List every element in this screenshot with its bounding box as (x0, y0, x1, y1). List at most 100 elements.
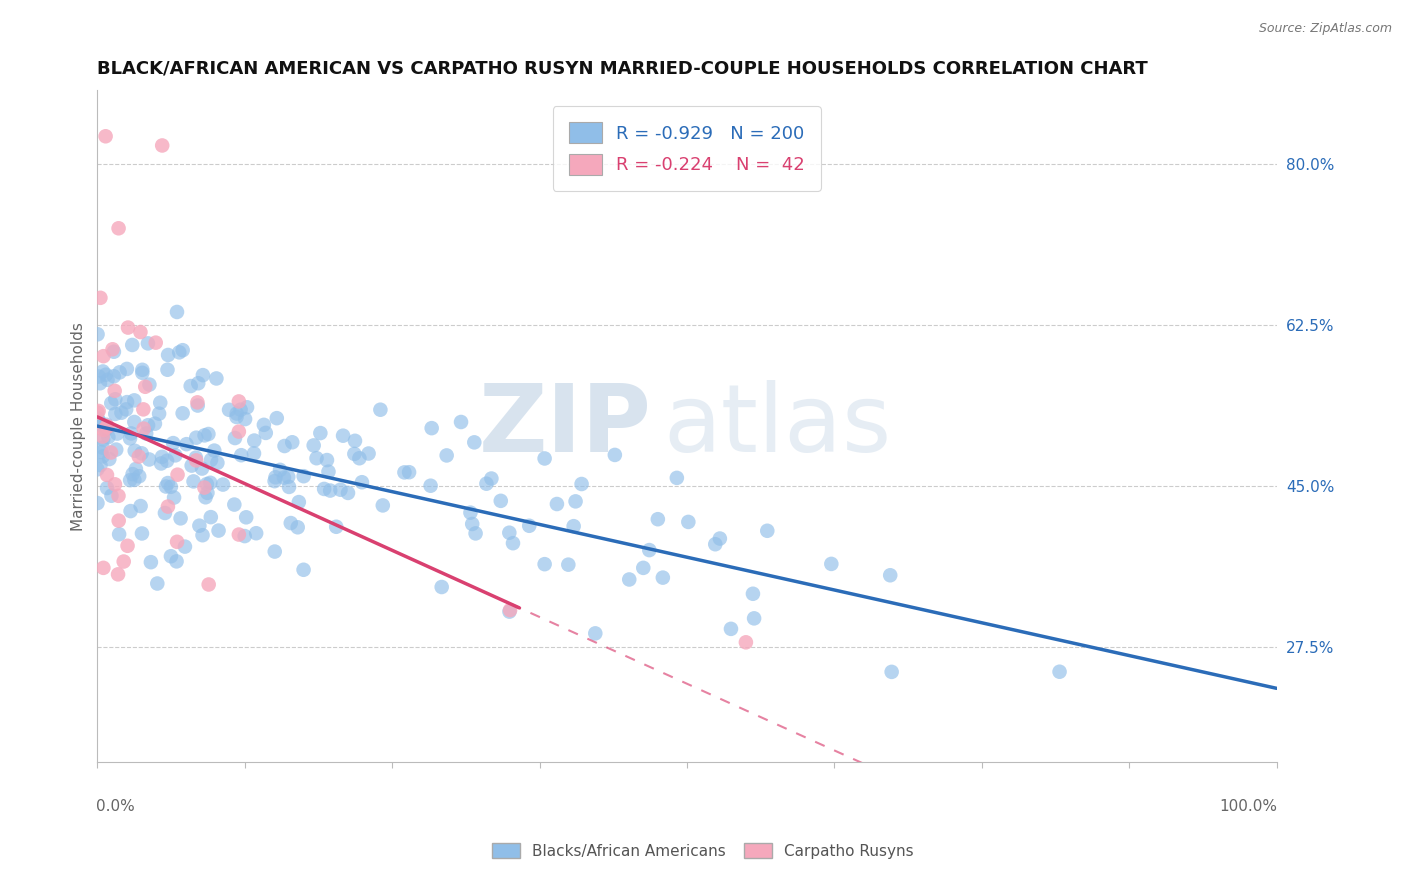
Point (463, 435, 485, 450)
Point (186, 395, 208, 409)
Point (94, 423, 117, 437)
Point (218, 402, 240, 417)
Point (125, 462, 148, 476)
Point (228, 394, 250, 409)
Point (419, 479, 441, 493)
Point (124, 473, 146, 487)
Point (157, 348, 180, 362)
Point (101, 343, 124, 357)
Point (188, 518, 211, 533)
Point (118, 431, 141, 445)
Point (183, 475, 205, 489)
Point (155, 479, 177, 493)
Point (97, 420, 120, 434)
Point (145, 335, 167, 350)
Point (87, 411, 110, 425)
Point (489, 493, 512, 508)
Point (263, 544, 285, 558)
Point (337, 486, 360, 500)
Point (195, 477, 218, 491)
Point (138, 377, 160, 392)
Text: 100.0%: 100.0% (1220, 798, 1278, 814)
Point (186, 453, 208, 467)
Point (562, 519, 585, 533)
Point (678, 515, 700, 529)
Point (370, 402, 392, 417)
Point (166, 554, 188, 568)
Point (651, 571, 673, 585)
Point (129, 325, 152, 339)
Point (557, 558, 579, 572)
Point (357, 446, 380, 460)
Point (292, 469, 315, 483)
Point (124, 443, 146, 458)
Point (197, 427, 219, 442)
Point (96, 419, 118, 434)
Point (115, 395, 138, 409)
Point (212, 477, 235, 491)
Point (107, 567, 129, 582)
Point (110, 406, 132, 420)
Point (143, 417, 166, 431)
Point (254, 425, 277, 440)
Point (128, 469, 150, 483)
Point (499, 603, 522, 617)
Point (228, 527, 250, 541)
Point (756, 524, 779, 538)
Point (273, 470, 295, 484)
Point (180, 458, 202, 473)
Point (135, 426, 157, 441)
Legend: R = -0.929   N = 200, R = -0.224    N =  42: R = -0.929 N = 200, R = -0.224 N = 42 (553, 106, 821, 191)
Point (288, 495, 311, 509)
Point (517, 518, 540, 533)
Point (191, 528, 214, 542)
Point (91, 433, 114, 447)
Point (191, 461, 214, 475)
Point (233, 412, 256, 426)
Point (87, 404, 110, 418)
Text: BLACK/AFRICAN AMERICAN VS CARPATHO RUSYN MARRIED-COUPLE HOUSEHOLDS CORRELATION C: BLACK/AFRICAN AMERICAN VS CARPATHO RUSYN… (97, 60, 1149, 78)
Point (191, 368, 214, 383)
Point (169, 511, 191, 525)
Point (302, 438, 325, 452)
Point (225, 409, 247, 424)
Point (91, 450, 114, 464)
Point (150, 457, 173, 471)
Point (132, 402, 155, 417)
Point (128, 450, 150, 464)
Point (280, 516, 302, 530)
Point (533, 451, 555, 466)
Point (115, 362, 138, 376)
Point (100, 396, 122, 410)
Point (231, 448, 253, 462)
Point (107, 221, 129, 235)
Text: atlas: atlas (664, 380, 891, 472)
Point (436, 449, 458, 463)
Point (93, 561, 115, 575)
Point (166, 305, 188, 319)
Point (207, 524, 229, 538)
Point (146, 576, 169, 591)
Point (742, 587, 765, 601)
Point (105, 426, 128, 441)
Point (86, 496, 108, 510)
Point (166, 467, 188, 482)
Point (136, 336, 159, 351)
Point (564, 494, 586, 508)
Point (571, 477, 593, 491)
Point (187, 376, 209, 391)
Point (398, 465, 420, 479)
Point (720, 622, 742, 636)
Point (343, 434, 366, 448)
Point (100, 489, 122, 503)
Point (665, 471, 688, 485)
Point (305, 451, 328, 466)
Point (131, 363, 153, 377)
Point (709, 532, 731, 546)
Point (136, 418, 159, 433)
Point (120, 504, 142, 518)
Point (100, 445, 122, 459)
Point (89, 291, 111, 305)
Point (253, 417, 276, 432)
Point (117, 320, 139, 334)
